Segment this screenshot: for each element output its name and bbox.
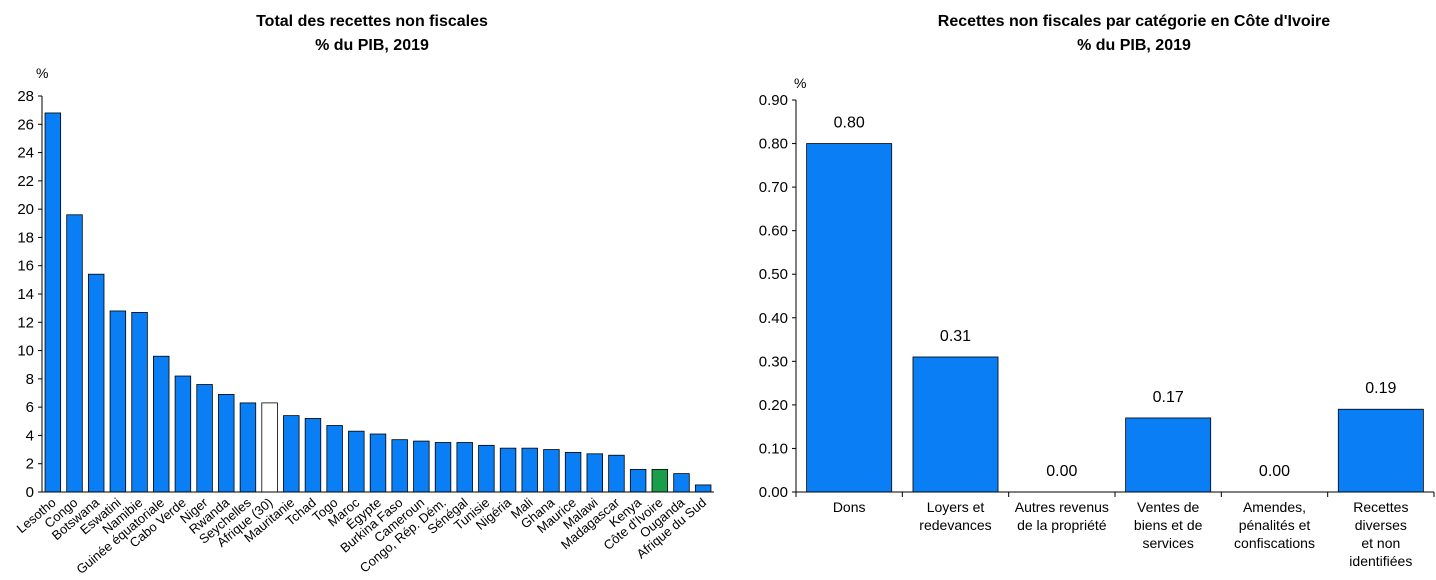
y-tick-label: 22 xyxy=(17,173,34,190)
y-tick-label: 0.70 xyxy=(759,179,788,196)
bar xyxy=(131,311,148,493)
y-tick-label: 10 xyxy=(17,343,34,360)
x-tick-label: Loyers et redevances xyxy=(919,499,991,533)
y-tick-label: 24 xyxy=(17,145,34,162)
plot-area: 0246810121416182022242628LesothoCongoBot… xyxy=(14,88,714,577)
bar xyxy=(44,112,62,493)
chart-title: Recettes non fiscales par catégorie en C… xyxy=(938,13,1330,30)
y-axis-unit: % xyxy=(794,75,806,91)
y-tick-label: 28 xyxy=(17,88,34,105)
data-label: 0.17 xyxy=(1153,389,1184,406)
y-tick-label: 0.20 xyxy=(759,397,788,414)
plot-area: 0.00 0.10 0.20 0.30 0.40 0.50 0.60 0.70 0.80 0.90… xyxy=(759,92,1435,569)
bar xyxy=(283,415,300,493)
y-tick-label: 8 xyxy=(26,371,34,388)
bar xyxy=(174,375,192,493)
y-tick-label: 6 xyxy=(26,399,34,416)
y-tick-label: 0 xyxy=(26,484,34,501)
y-tick-label: 0.00 xyxy=(759,484,788,501)
y-tick-label: 12 xyxy=(17,314,34,331)
bar xyxy=(434,442,452,493)
bar xyxy=(806,143,893,493)
bar xyxy=(564,451,582,493)
bar xyxy=(1337,408,1424,493)
x-tick-label: Recettes diverses et non identifiées xyxy=(1349,499,1412,569)
bar xyxy=(261,402,278,493)
chart-recettes-par-categorie: Recettes non fiscales par catégorie en C… xyxy=(759,13,1435,569)
y-tick-label: 20 xyxy=(17,201,34,218)
chart-total-recettes-non-fiscales: Total des recettes non fiscales % du PIB… xyxy=(14,13,714,577)
y-tick-label: 18 xyxy=(17,229,34,246)
bar xyxy=(66,214,83,493)
data-label: 0.31 xyxy=(940,328,971,345)
bar xyxy=(478,444,495,493)
bar xyxy=(629,468,647,493)
bar xyxy=(912,356,999,493)
data-label: 0.00 xyxy=(1259,463,1290,480)
bar xyxy=(304,418,322,493)
bar xyxy=(413,440,430,493)
chart-title: Total des recettes non fiscales xyxy=(256,13,488,30)
data-label: 0.80 xyxy=(834,115,865,132)
y-tick-label: 0.80 xyxy=(759,136,788,153)
bar xyxy=(391,439,408,493)
bar xyxy=(239,402,257,493)
bar xyxy=(196,384,213,493)
bar xyxy=(521,447,538,493)
chart-subtitle: % du PIB, 2019 xyxy=(315,37,429,54)
bar xyxy=(651,468,669,493)
y-tick-label: 14 xyxy=(17,286,34,303)
bar xyxy=(673,473,690,493)
bar xyxy=(326,425,343,493)
x-tick-label: Ventes de biens et de services xyxy=(1134,499,1203,551)
y-axis-unit: % xyxy=(36,65,48,81)
x-tick-label: Dons xyxy=(833,499,866,515)
y-tick-label: 0.90 xyxy=(759,92,788,109)
bar xyxy=(456,442,473,493)
bar xyxy=(348,430,365,493)
bar xyxy=(586,453,603,493)
x-tick-label: Autres revenus de la propriété xyxy=(1015,499,1109,533)
bar xyxy=(1125,417,1212,493)
y-tick-label: 16 xyxy=(17,258,34,275)
x-tick-label: Amendes, pénalités et confiscations xyxy=(1234,499,1315,551)
bar xyxy=(218,394,235,493)
y-tick-label: 0.50 xyxy=(759,266,788,283)
bar xyxy=(87,273,105,493)
bar xyxy=(608,454,625,493)
y-tick-label: 2 xyxy=(26,456,34,473)
y-tick-label: 26 xyxy=(17,116,34,133)
bar xyxy=(109,310,127,493)
y-tick-label: 4 xyxy=(26,427,34,444)
data-label: 0.00 xyxy=(1046,463,1077,480)
y-tick-label: 0.40 xyxy=(759,310,788,327)
bar xyxy=(694,484,712,493)
chart-subtitle: % du PIB, 2019 xyxy=(1077,37,1191,54)
bar xyxy=(153,355,170,493)
bar xyxy=(499,447,517,493)
bar xyxy=(369,433,387,493)
y-tick-label: 0.60 xyxy=(759,223,788,240)
bar xyxy=(543,449,560,493)
data-label: 0.19 xyxy=(1365,380,1396,397)
y-tick-label: 0.10 xyxy=(759,440,788,457)
y-tick-label: 0.30 xyxy=(759,353,788,370)
